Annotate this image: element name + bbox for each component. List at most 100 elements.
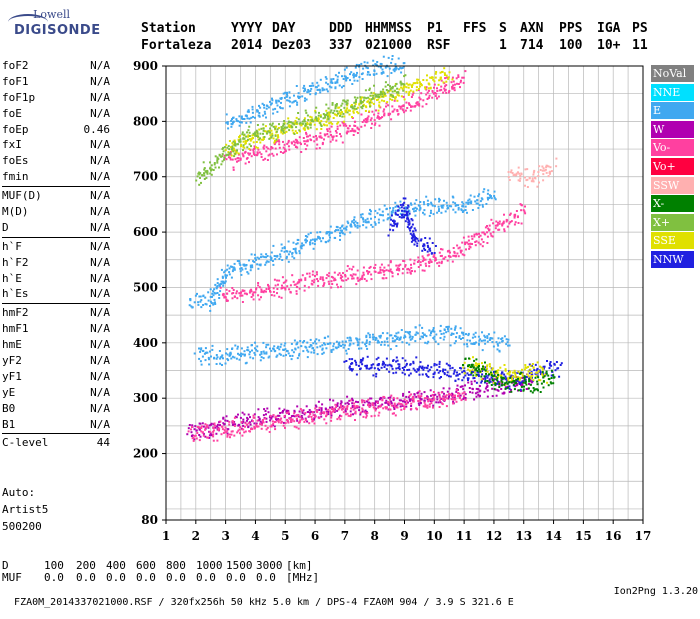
- legend-item-x: X-: [651, 195, 694, 213]
- echo-point: [486, 192, 489, 195]
- echo-point: [379, 93, 381, 96]
- echo-point: [210, 422, 213, 425]
- x-tick-label: 12: [486, 529, 503, 543]
- echo-point: [392, 110, 395, 113]
- echo-point: [264, 130, 267, 133]
- echo-point: [254, 257, 257, 260]
- echo-point: [438, 197, 440, 200]
- echo-point: [354, 225, 357, 228]
- echo-point: [520, 390, 522, 392]
- echo-point: [340, 401, 343, 404]
- echo-point: [527, 370, 530, 373]
- echo-point: [541, 368, 544, 371]
- echo-point: [326, 128, 329, 131]
- echo-point: [214, 424, 216, 427]
- echo-point: [310, 410, 313, 413]
- echo-point: [325, 88, 328, 91]
- echo-point: [227, 428, 230, 431]
- echo-point: [375, 109, 377, 112]
- labels-6: FFS: [463, 21, 487, 36]
- echo-point: [477, 388, 479, 391]
- echo-point: [256, 132, 259, 135]
- echo-point: [334, 107, 337, 110]
- echo-point: [421, 105, 424, 108]
- echo-point: [312, 419, 315, 422]
- echo-point: [282, 146, 285, 149]
- echo-point: [549, 361, 552, 363]
- x-tick-label: 16: [605, 529, 622, 543]
- echo-point: [439, 324, 442, 327]
- legend-item-x: X+: [651, 213, 694, 231]
- echo-point: [391, 337, 394, 340]
- echo-point: [232, 289, 235, 291]
- echo-point: [503, 383, 506, 386]
- echo-point: [350, 339, 353, 342]
- echo-point: [296, 357, 299, 360]
- echo-point: [260, 356, 263, 359]
- echo-point: [486, 370, 489, 373]
- echo-point: [312, 247, 315, 250]
- echo-point: [309, 338, 312, 341]
- echo-point: [528, 372, 531, 375]
- echo-point: [356, 269, 359, 272]
- echo-point: [393, 220, 396, 223]
- echo-point: [248, 125, 251, 128]
- echo-point: [258, 114, 261, 117]
- echo-point: [220, 433, 223, 436]
- echo-point: [285, 354, 287, 357]
- echo-point: [296, 282, 299, 285]
- echo-point: [414, 326, 417, 329]
- echo-point: [295, 126, 298, 129]
- echo-point: [450, 205, 453, 208]
- echo-point: [257, 416, 260, 419]
- echo-point: [511, 377, 513, 380]
- x-tick-label: 15: [575, 529, 592, 543]
- echo-point: [323, 336, 326, 339]
- echo-point: [261, 102, 264, 105]
- echo-point: [200, 306, 203, 309]
- echo-point: [409, 335, 412, 338]
- echo-point: [444, 85, 447, 88]
- echo-point: [361, 363, 364, 366]
- echo-point: [508, 391, 511, 393]
- echo-point: [352, 273, 355, 276]
- echo-point: [438, 261, 441, 264]
- echo-point: [336, 409, 339, 412]
- echo-point: [511, 379, 514, 382]
- echo-point: [268, 129, 271, 132]
- echo-point: [399, 107, 402, 110]
- echo-point: [279, 255, 282, 258]
- echo-point: [253, 253, 256, 256]
- echo-point: [522, 381, 525, 384]
- echo-point: [467, 373, 470, 376]
- echo-point: [352, 408, 355, 411]
- echo-point: [461, 253, 464, 256]
- echo-point: [463, 370, 466, 372]
- echo-point: [210, 302, 213, 305]
- echo-point: [484, 336, 487, 339]
- echo-point: [392, 68, 395, 71]
- echo-point: [303, 120, 306, 123]
- echo-point: [426, 367, 429, 370]
- echo-point: [239, 353, 242, 356]
- echo-point: [251, 134, 254, 137]
- echo-point: [417, 395, 420, 398]
- echo-point: [416, 101, 419, 104]
- echo-point: [410, 105, 412, 108]
- echo-point: [298, 410, 301, 413]
- param-row: fxI N/A: [2, 137, 110, 153]
- echo-point: [248, 161, 250, 164]
- echo-point: [283, 148, 286, 151]
- echo-point: [496, 379, 499, 382]
- echo-point: [474, 200, 477, 203]
- param-value: N/A: [90, 59, 110, 72]
- echo-point: [340, 231, 343, 234]
- echo-point: [287, 240, 290, 243]
- echo-point: [231, 123, 234, 126]
- echo-point: [345, 279, 348, 282]
- echo-point: [292, 241, 295, 244]
- param-name: fmin: [2, 170, 29, 184]
- legend-item-w: W: [651, 120, 694, 138]
- echo-point: [368, 403, 371, 406]
- echo-point: [251, 105, 254, 108]
